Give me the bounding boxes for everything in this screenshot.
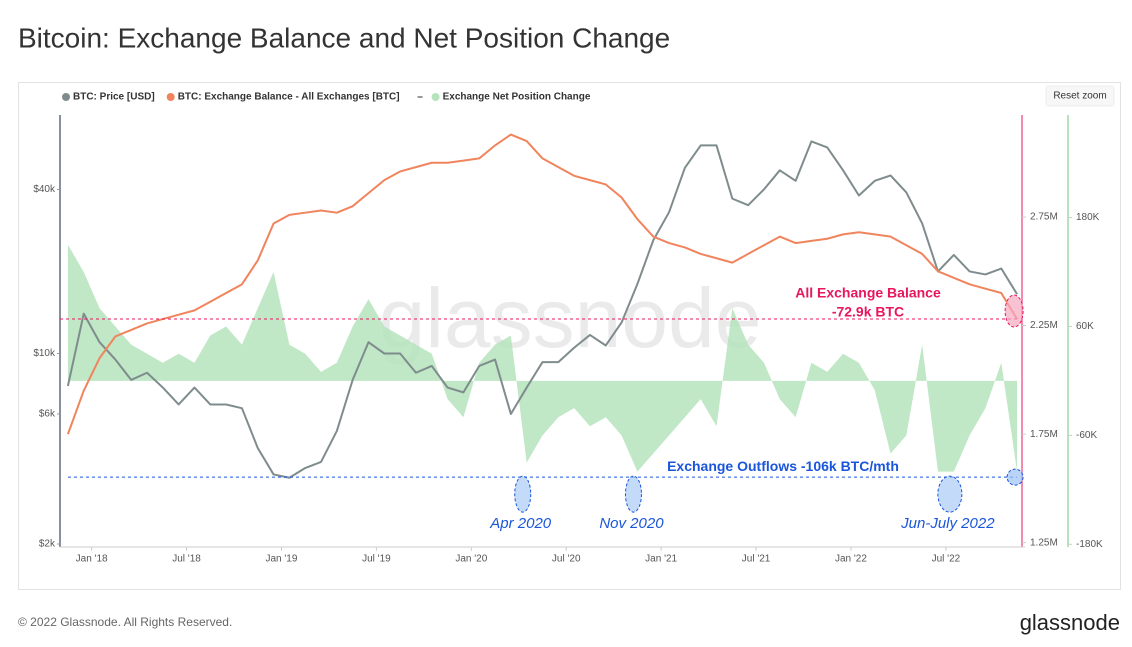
- y-tick-label: $2k: [39, 539, 56, 550]
- net-position-area: [67, 244, 1018, 472]
- y3-tick-label: 180K: [1076, 212, 1100, 223]
- footer-brand: glassnode: [1020, 610, 1120, 635]
- annotation-outflows: Exchange Outflows -106k BTC/mth: [667, 458, 899, 474]
- y-tick-label: $40k: [33, 184, 56, 195]
- reset-zoom-button[interactable]: Reset zoom: [1045, 85, 1115, 107]
- watermark: glassnode: [379, 271, 762, 365]
- y-tick-label: $6k: [39, 409, 56, 420]
- event-label: Nov 2020: [599, 515, 664, 532]
- x-tick-label: Jul '19: [362, 554, 391, 565]
- outflow-highlight: [1006, 468, 1024, 486]
- event-label: Apr 2020: [489, 515, 552, 532]
- x-tick-label: Jan '22: [835, 554, 867, 565]
- legend-label: BTC: Price [USD]: [73, 92, 155, 103]
- legend-swatch: [166, 93, 175, 101]
- y3-tick-label: -180K: [1076, 539, 1103, 550]
- event-highlight: [624, 475, 642, 513]
- y3-tick-label: -60K: [1076, 430, 1097, 441]
- event-highlight: [937, 475, 963, 513]
- y2-tick-label: 1.25M: [1030, 537, 1058, 548]
- y2-tick-label: 1.75M: [1030, 429, 1058, 440]
- x-tick-label: Jan '18: [76, 554, 108, 565]
- legend-swatch: [431, 93, 440, 101]
- annotation-balance-title: All Exchange Balance: [795, 285, 941, 301]
- x-tick-label: Jan '20: [455, 554, 487, 565]
- y2-tick-label: 2.75M: [1030, 212, 1058, 223]
- reset-zoom-bg[interactable]: [1045, 85, 1115, 107]
- series-line: [66, 133, 1018, 435]
- chart-title: Bitcoin: Exchange Balance and Net Positi…: [18, 22, 670, 53]
- event-label: Jun-July 2022: [900, 515, 995, 532]
- x-tick-label: Jul '21: [742, 554, 771, 565]
- x-tick-label: Jul '18: [172, 554, 201, 565]
- y-tick-label: $10k: [33, 348, 56, 359]
- x-tick-label: Jul '22: [932, 554, 961, 565]
- y3-tick-label: 60K: [1076, 321, 1094, 332]
- chart-frame: [18, 82, 1121, 590]
- annotation-balance-change: -72.9k BTC: [832, 304, 904, 320]
- reset-zoom-label[interactable]: Reset zoom: [1053, 91, 1106, 102]
- event-highlight: [514, 475, 532, 513]
- legend-label: Exchange Net Position Change: [443, 92, 591, 103]
- legend-swatch: [62, 93, 70, 101]
- footer-copyright: © 2022 Glassnode. All Rights Reserved.: [18, 615, 232, 629]
- x-tick-label: Jul '20: [552, 554, 581, 565]
- balance-highlight: [1004, 294, 1024, 328]
- series-line: [66, 140, 1018, 479]
- x-tick-label: Jan '21: [645, 554, 677, 565]
- y2-tick-label: 2.25M: [1030, 320, 1058, 331]
- legend-label: BTC: Exchange Balance - All Exchanges [B…: [178, 92, 400, 103]
- x-tick-label: Jan '19: [266, 554, 298, 565]
